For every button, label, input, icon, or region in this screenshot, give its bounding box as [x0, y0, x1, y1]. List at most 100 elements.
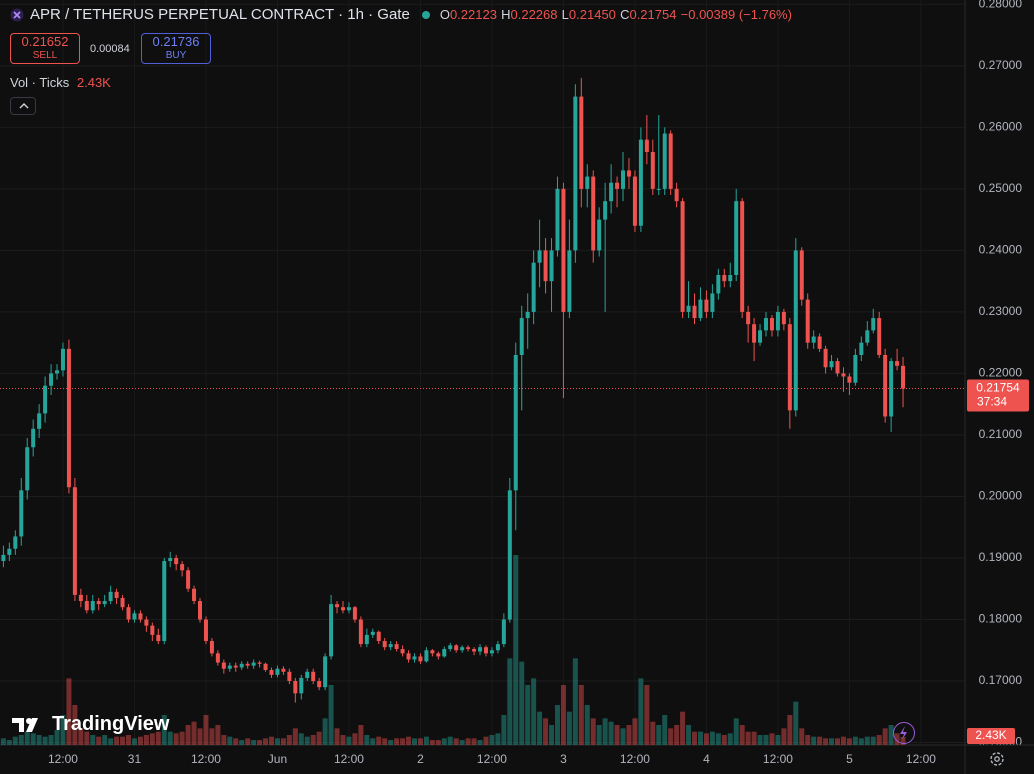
volume-bar — [578, 685, 584, 745]
candle-body — [90, 601, 95, 611]
volume-bar — [787, 715, 793, 745]
volume-bar — [519, 661, 525, 745]
candle-body — [853, 354, 858, 383]
volume-bar — [352, 733, 358, 745]
volume-bar — [638, 678, 644, 745]
candle-body — [865, 330, 870, 343]
plot-background — [0, 0, 965, 745]
volume-bar — [24, 731, 30, 745]
volume-bar — [489, 735, 495, 745]
candle-body — [609, 182, 614, 202]
volume-bar — [697, 731, 703, 745]
volume-bar — [197, 728, 203, 745]
candle-body — [162, 561, 167, 642]
volume-bar — [78, 728, 84, 745]
volume-bar — [191, 721, 197, 745]
volume-value: 2.43K — [76, 75, 111, 90]
symbol-icon — [10, 8, 24, 21]
volume-bar — [227, 736, 233, 745]
y-tick-label: 0.24000 — [979, 243, 1023, 257]
high: 0.22268 — [510, 7, 558, 22]
candle-body — [805, 299, 810, 343]
volume-bar — [370, 738, 376, 745]
volume-bar — [835, 738, 841, 745]
volume-bar — [406, 736, 412, 745]
candle-body — [430, 650, 435, 654]
volume-bar — [435, 740, 441, 745]
volume-bar — [161, 715, 167, 745]
l-label: L — [561, 7, 569, 22]
candle-body — [198, 601, 203, 620]
volume-bar — [18, 735, 24, 745]
volume-bar — [394, 738, 400, 745]
y-tick-label: 0.25000 — [979, 181, 1023, 195]
candle-body — [734, 201, 739, 275]
ohlc: O0.22123 H0.22268 L0.21450 C0.21754 −0.0… — [440, 6, 792, 23]
candle-body — [585, 176, 590, 189]
candle-body — [621, 170, 626, 189]
candle-body — [174, 557, 179, 565]
volume-bar — [626, 725, 632, 745]
candle-body — [775, 311, 780, 331]
volume-bar — [221, 735, 227, 745]
candle-body — [335, 604, 340, 608]
candle-body — [412, 656, 417, 660]
volume-bar — [447, 736, 453, 745]
close: 0.21754 — [629, 7, 677, 22]
candle-body — [740, 201, 745, 312]
candle-body — [579, 96, 584, 189]
candle-body — [823, 348, 828, 368]
volume-bar — [280, 738, 286, 745]
candle-body — [132, 613, 137, 620]
volume-bar — [60, 715, 66, 745]
volume-bar — [709, 731, 715, 745]
candle-body — [102, 601, 107, 605]
buy-button[interactable]: 0.21736 BUY — [141, 33, 211, 64]
volume-bar — [632, 718, 638, 745]
spread: 0.00084 — [90, 43, 130, 55]
lightning-button[interactable] — [893, 722, 915, 744]
candle-body — [317, 681, 322, 688]
volume-bar — [560, 685, 566, 745]
candle-body — [72, 487, 77, 595]
candle-body — [507, 490, 512, 620]
volume-bar — [137, 736, 143, 745]
volume-bar — [304, 736, 310, 745]
candle-body — [781, 311, 786, 325]
collapse-button[interactable] — [10, 97, 36, 115]
volume-bar — [441, 738, 447, 745]
volume-bar — [102, 735, 108, 745]
volume-bar — [179, 731, 185, 745]
price-tag-value: 0.21754 — [976, 381, 1020, 395]
candle-body — [567, 250, 572, 312]
volume-bar — [805, 735, 811, 745]
volume-bar — [36, 735, 42, 745]
volume-legend: Vol · Ticks 2.43K — [10, 75, 111, 90]
volume-bar — [286, 735, 292, 745]
candle-body — [710, 293, 715, 312]
candle-body — [60, 348, 65, 371]
candle-body — [531, 262, 536, 312]
candle-body — [376, 631, 381, 642]
y-tick-label: 0.23000 — [979, 304, 1023, 318]
status-dot — [421, 10, 430, 19]
volume-bar — [364, 735, 370, 745]
volume-bar — [852, 736, 858, 745]
candle-body — [150, 625, 155, 635]
volume-bar — [668, 728, 674, 745]
volume-bar — [799, 728, 805, 745]
candle-body — [233, 665, 238, 668]
volume-tag-value: 2.43K — [975, 728, 1006, 742]
candle-body — [358, 619, 363, 645]
candle-body — [144, 619, 149, 626]
volume-bar — [477, 740, 483, 745]
volume-bar — [840, 736, 846, 745]
y-tick-label: 0.28000 — [979, 0, 1023, 10]
candle-body — [305, 671, 310, 678]
sell-button[interactable]: 0.21652 SELL — [10, 33, 80, 64]
volume-bar — [566, 711, 572, 745]
settings-button[interactable] — [988, 750, 1006, 768]
volume-bar — [537, 711, 543, 745]
candle-body — [448, 645, 453, 650]
volume-bar — [757, 735, 763, 745]
